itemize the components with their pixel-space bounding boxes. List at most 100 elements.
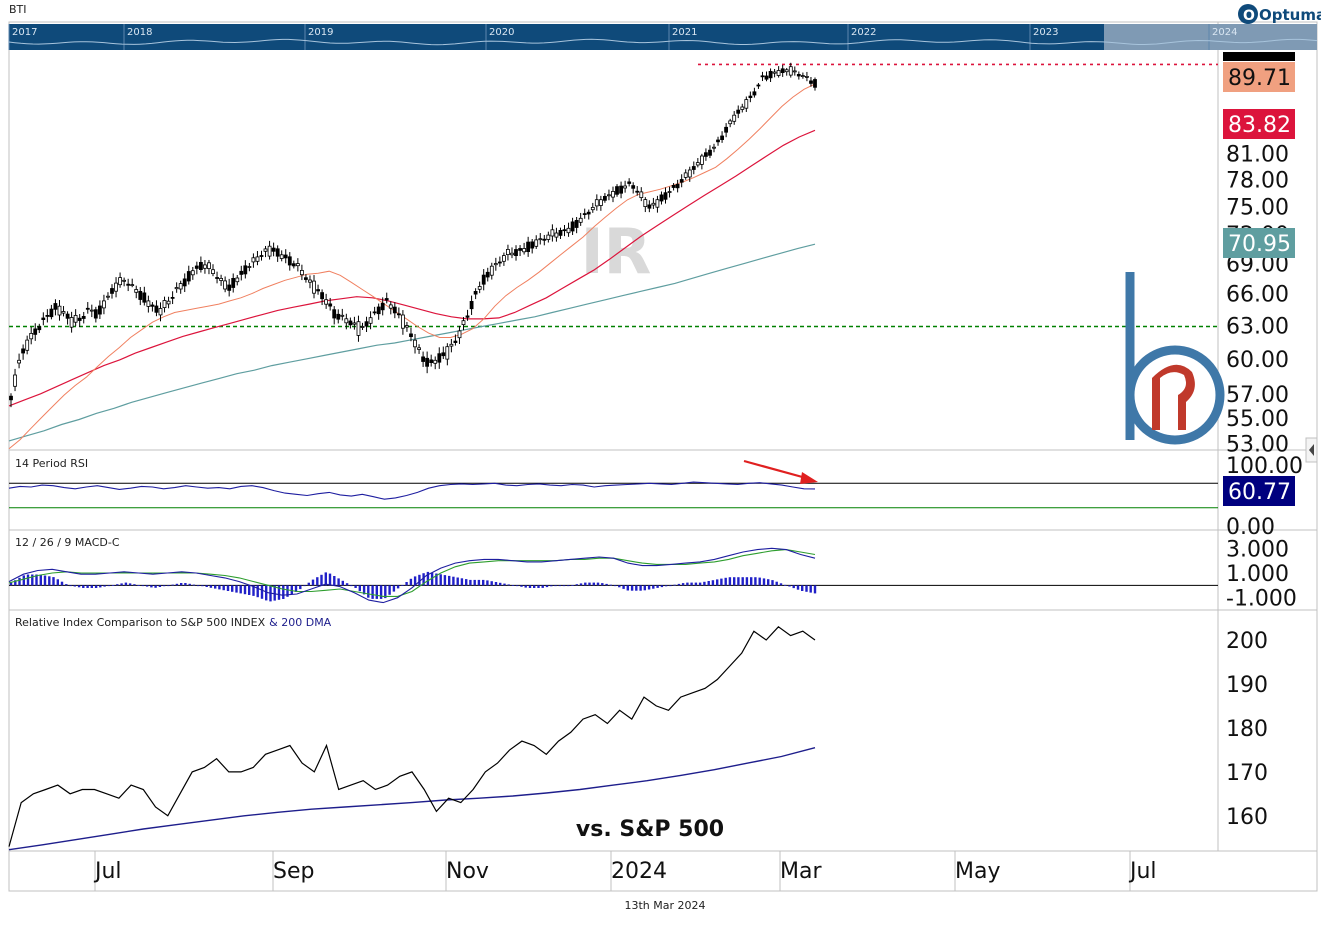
macd-histogram-bar <box>792 585 795 589</box>
macd-histogram-bar <box>209 585 213 588</box>
macd-histogram-bar <box>545 585 549 588</box>
overview-strip[interactable] <box>9 24 1104 50</box>
macd-histogram-bar <box>622 585 625 589</box>
candle-body <box>756 84 761 87</box>
candle-body <box>562 229 567 232</box>
overview-price-line <box>8 38 1318 46</box>
bp-logo <box>1125 272 1225 445</box>
macd-histogram-bar <box>290 585 293 595</box>
overview-window[interactable] <box>1104 24 1317 50</box>
candle-body <box>611 190 615 198</box>
candle-body <box>134 289 139 293</box>
macd-histogram-bar <box>396 585 400 589</box>
price-badges: 89.71 83.82 70.95 <box>1223 52 1295 258</box>
macd-histogram-bar <box>116 584 119 586</box>
macd-histogram-bar <box>392 585 396 592</box>
macd-histogram-bar <box>477 579 481 586</box>
x-tick-label: Sep <box>273 859 314 884</box>
candle-body <box>760 75 765 78</box>
price-y-tick: 55.00 <box>1226 407 1289 432</box>
candle-body <box>740 106 745 110</box>
macd-histogram-bar <box>77 585 81 588</box>
candle-body <box>178 283 183 290</box>
macd-histogram-bar <box>584 582 587 586</box>
macd-histogram-bar <box>592 582 595 586</box>
candle-body <box>235 277 240 283</box>
macd-histogram-bar <box>303 585 306 587</box>
candle-body <box>287 256 292 266</box>
candle-body <box>25 339 30 351</box>
candle-body <box>328 303 333 307</box>
macd-histogram-bar <box>430 572 434 586</box>
macd-histogram-bar <box>716 579 719 586</box>
candle-body <box>425 357 430 367</box>
macd-histogram-bar <box>579 583 583 586</box>
macd-histogram-bar <box>90 585 93 588</box>
candle-body <box>805 76 809 78</box>
macd-histogram-bar <box>286 585 289 597</box>
macd-histogram-bar <box>354 585 357 588</box>
macd-histogram-bar <box>26 574 30 586</box>
candle-body <box>17 359 22 364</box>
macd-histogram-bar <box>686 582 689 586</box>
macd-histogram-bar <box>528 585 532 588</box>
macd-histogram-bar <box>813 585 817 594</box>
macd-histogram-bar <box>252 585 255 596</box>
macd-histogram-bar <box>205 585 208 587</box>
scroll-handle[interactable] <box>1305 437 1318 463</box>
candle-body <box>510 252 514 256</box>
candle-body <box>122 279 126 282</box>
candle-body <box>627 181 632 184</box>
overview-year-label: 2018 <box>127 27 152 38</box>
candle-body <box>336 313 341 320</box>
candle-body <box>61 311 66 314</box>
candle-body <box>57 305 62 316</box>
candle-body <box>578 217 583 223</box>
candle-body <box>752 91 757 96</box>
candle-body <box>392 306 397 314</box>
candle-body <box>364 321 369 327</box>
macd-histogram-bar <box>35 574 38 586</box>
candle-body <box>162 300 167 308</box>
candle-body <box>647 204 652 209</box>
candle-body <box>142 292 147 303</box>
ma50-line <box>8 129 816 407</box>
macd-title: 12 / 26 / 9 MACD-C <box>15 536 120 549</box>
macd-histogram-bar <box>260 585 264 599</box>
relative-y-tick: 170 <box>1226 761 1268 786</box>
candle-body <box>485 271 490 278</box>
macd-histogram-bar <box>690 582 693 586</box>
candle-body <box>182 278 187 287</box>
candle-body <box>441 352 446 357</box>
candle-body <box>477 286 482 290</box>
candle-body <box>45 314 50 317</box>
macd-histogram-bar <box>137 585 140 586</box>
candle-body <box>320 292 325 300</box>
overview-year-label: 2021 <box>672 27 697 38</box>
macd-histogram-bar <box>307 582 310 586</box>
candle-body <box>283 254 288 259</box>
chevron-left-icon[interactable] <box>1309 444 1314 456</box>
macd-histogram-bar <box>48 576 51 586</box>
candle-body <box>73 314 78 323</box>
macd-histogram-bar <box>571 585 574 586</box>
candle-body <box>41 317 46 321</box>
candle-body <box>9 395 13 401</box>
macd-histogram-bar <box>384 585 387 599</box>
macd-histogram-bar <box>299 585 302 590</box>
candle-body <box>716 139 720 143</box>
macd-histogram-bar <box>660 585 664 588</box>
candle-body <box>639 191 644 198</box>
price-y-tick: 60.00 <box>1226 348 1289 373</box>
candle-body <box>174 287 179 290</box>
candle-body <box>809 80 813 84</box>
macd-histogram-bar <box>214 585 217 589</box>
macd-histogram-bar <box>562 585 566 587</box>
candle-body <box>659 194 664 202</box>
price-badge: 89.71 <box>1223 62 1295 92</box>
candle-body <box>85 307 90 310</box>
overview-year-label: 2024 <box>1212 27 1237 38</box>
candle-body <box>308 279 312 283</box>
candle-body <box>728 120 733 125</box>
